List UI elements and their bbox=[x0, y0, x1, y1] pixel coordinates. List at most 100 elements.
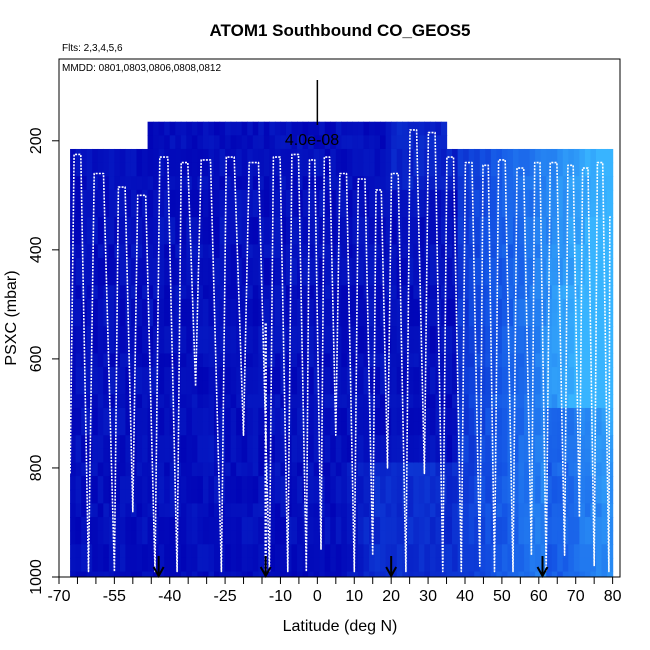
heat-cell bbox=[86, 367, 93, 382]
heat-cell bbox=[418, 407, 425, 423]
heat-cell bbox=[158, 462, 165, 477]
heat-cell bbox=[490, 244, 497, 259]
heat-cell bbox=[596, 557, 603, 573]
heat-cell bbox=[147, 121, 154, 136]
heat-cell bbox=[357, 121, 365, 136]
heat-cell bbox=[407, 285, 414, 300]
heat-cell bbox=[446, 189, 453, 205]
heat-cell bbox=[369, 435, 376, 450]
heat-cell bbox=[573, 544, 581, 559]
heat-cell bbox=[363, 176, 370, 191]
heat-cell bbox=[119, 462, 127, 477]
heat-cell bbox=[596, 203, 603, 218]
heat-cell bbox=[142, 448, 149, 464]
heat-cell bbox=[208, 394, 215, 409]
heat-cell bbox=[274, 285, 282, 300]
heat-cell bbox=[114, 148, 121, 164]
heat-cell bbox=[346, 135, 354, 150]
heat-cell bbox=[485, 421, 492, 436]
heat-cell bbox=[263, 244, 270, 259]
heat-cell bbox=[75, 489, 82, 504]
heat-cell bbox=[142, 394, 149, 409]
heat-cell bbox=[219, 326, 226, 341]
heat-cell bbox=[319, 271, 326, 286]
heat-cell bbox=[551, 435, 558, 450]
heat-cell bbox=[407, 462, 414, 477]
heat-cell bbox=[335, 176, 342, 191]
heat-cell bbox=[330, 448, 337, 464]
heat-cell bbox=[496, 298, 503, 314]
heat-cell bbox=[169, 462, 176, 477]
heat-cell bbox=[280, 244, 287, 259]
heat-cell bbox=[562, 203, 569, 218]
heat-cell bbox=[191, 121, 199, 136]
heat-cell bbox=[496, 489, 503, 504]
heat-cell bbox=[352, 176, 359, 191]
heat-cell bbox=[380, 230, 387, 245]
heat-cell bbox=[208, 380, 215, 395]
heat-cell bbox=[324, 476, 331, 491]
heat-cell bbox=[485, 571, 492, 577]
heat-cell bbox=[119, 148, 127, 164]
heat-cell bbox=[142, 571, 149, 577]
heat-cell bbox=[573, 176, 581, 191]
heat-cell bbox=[191, 462, 199, 477]
heat-cell bbox=[186, 571, 193, 577]
heat-cell bbox=[546, 530, 553, 545]
heat-cell bbox=[285, 189, 293, 205]
heat-cell bbox=[429, 421, 437, 436]
heat-cell bbox=[346, 298, 354, 314]
heat-cell bbox=[557, 189, 564, 205]
heat-cell bbox=[562, 162, 569, 177]
heat-cell bbox=[180, 462, 187, 477]
heat-cell bbox=[208, 367, 215, 382]
heat-cell bbox=[441, 557, 448, 573]
heat-cell bbox=[274, 517, 282, 532]
heat-cell bbox=[579, 435, 586, 450]
heat-cell bbox=[435, 189, 442, 205]
heat-cell bbox=[490, 380, 497, 395]
heat-cell bbox=[153, 367, 160, 382]
heat-cell bbox=[424, 189, 431, 205]
heat-cell bbox=[225, 544, 232, 559]
heat-cell bbox=[142, 530, 149, 545]
heat-cell bbox=[568, 503, 575, 518]
heat-cell bbox=[590, 217, 597, 232]
heat-cell bbox=[247, 203, 254, 218]
heat-cell bbox=[568, 517, 575, 532]
heat-cell bbox=[258, 517, 265, 532]
heat-cell bbox=[335, 326, 342, 341]
heat-cell bbox=[197, 367, 204, 382]
heat-cell bbox=[402, 285, 409, 300]
heat-cell bbox=[180, 407, 187, 423]
heat-cell bbox=[158, 162, 165, 177]
heat-cell bbox=[202, 258, 210, 273]
chart-title: ATOM1 Southbound CO_GEOS5 bbox=[210, 21, 471, 40]
heat-cell bbox=[158, 530, 165, 545]
heat-cell bbox=[208, 312, 215, 327]
heat-cell bbox=[568, 203, 575, 218]
heat-cell bbox=[130, 339, 138, 355]
heat-cell bbox=[374, 380, 381, 395]
heat-cell bbox=[274, 557, 282, 573]
heat-cell bbox=[568, 258, 575, 273]
heat-cell bbox=[435, 203, 442, 218]
heat-cell bbox=[285, 312, 293, 327]
heat-cell bbox=[81, 394, 88, 409]
heat-cell bbox=[258, 162, 265, 177]
heat-cell bbox=[330, 121, 337, 136]
heat-cell bbox=[202, 435, 210, 450]
heat-cell bbox=[297, 394, 304, 409]
heat-cell bbox=[363, 367, 370, 382]
heat-cell bbox=[214, 244, 221, 259]
heat-cell bbox=[302, 258, 309, 273]
heat-cell bbox=[175, 407, 182, 423]
heat-cell bbox=[374, 353, 381, 368]
heat-cell bbox=[584, 244, 592, 259]
heat-cell bbox=[97, 258, 104, 273]
heat-cell bbox=[429, 544, 437, 559]
heat-cell bbox=[297, 148, 304, 164]
heat-cell bbox=[601, 394, 608, 409]
heat-cell bbox=[324, 394, 331, 409]
heat-cell bbox=[584, 285, 592, 300]
